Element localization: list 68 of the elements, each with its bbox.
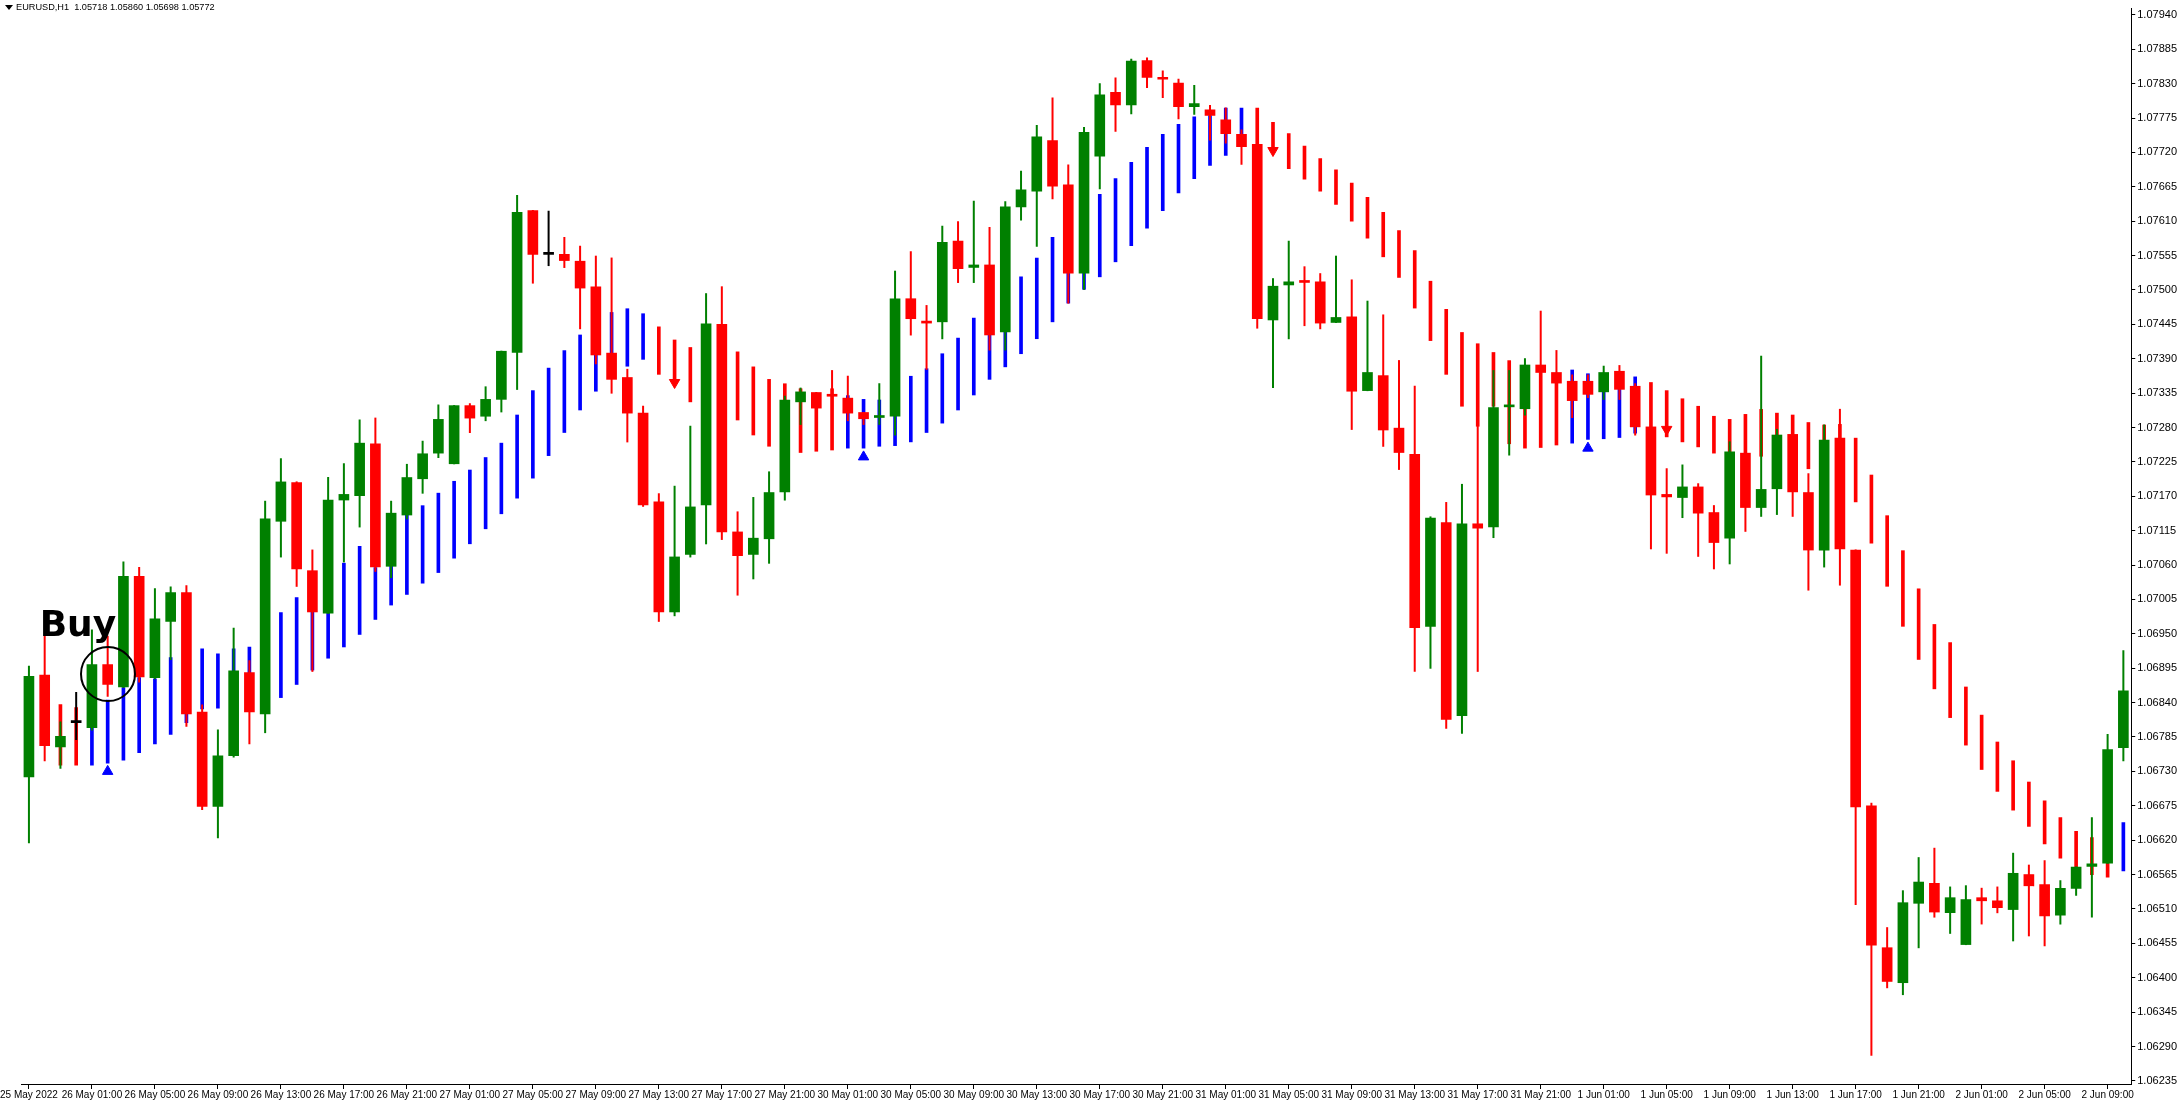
y-tick-label: 1.07170 <box>2137 489 2177 502</box>
y-tick-label: 1.06840 <box>2137 695 2177 708</box>
x-tick-label: 30 May 01:00 <box>817 1088 879 1100</box>
y-tick-label: 1.07390 <box>2137 351 2177 364</box>
x-tick-label: 27 May 01:00 <box>439 1088 501 1100</box>
x-tick-label: 30 May 17:00 <box>1069 1088 1131 1100</box>
y-tick-label: 1.07555 <box>2137 248 2177 261</box>
x-tick-label: 31 May 21:00 <box>1510 1088 1572 1100</box>
y-tick-label: 1.07005 <box>2137 592 2177 605</box>
y-tick-label: 1.07720 <box>2137 145 2177 158</box>
x-tick-label: 30 May 09:00 <box>943 1088 1005 1100</box>
y-tick-label: 1.06345 <box>2137 1005 2177 1018</box>
x-tick-label: 31 May 13:00 <box>1384 1088 1446 1100</box>
y-tick-label: 1.06290 <box>2137 1039 2177 1052</box>
x-tick-label: 2 Jun 01:00 <box>1955 1088 2009 1100</box>
y-tick-label: 1.07940 <box>2137 7 2177 20</box>
annotation: Buy <box>39 603 117 645</box>
x-tick-label: 26 May 09:00 <box>187 1088 249 1100</box>
x-tick-label: 1 Jun 01:00 <box>1577 1088 1631 1100</box>
y-tick-label: 1.06510 <box>2137 901 2177 914</box>
y-tick-label: 1.06565 <box>2137 867 2177 880</box>
x-tick-label: 31 May 09:00 <box>1321 1088 1383 1100</box>
y-tick-label: 1.06730 <box>2137 764 2177 777</box>
y-tick-label: 1.07775 <box>2137 111 2177 124</box>
y-tick-label: 1.07665 <box>2137 179 2177 192</box>
x-tick-label: 1 Jun 21:00 <box>1892 1088 1946 1100</box>
y-tick-label: 1.07500 <box>2137 282 2177 295</box>
x-tick-label: 1 Jun 05:00 <box>1640 1088 1694 1100</box>
y-tick-label: 1.06950 <box>2137 626 2177 639</box>
y-tick-label: 1.07610 <box>2137 214 2177 227</box>
x-tick-label: 1 Jun 17:00 <box>1829 1088 1883 1100</box>
x-tick-label: 26 May 21:00 <box>376 1088 438 1100</box>
x-tick-label: 27 May 09:00 <box>565 1088 627 1100</box>
x-tick-label: 27 May 21:00 <box>754 1088 816 1100</box>
y-tick-label: 1.06235 <box>2137 1073 2177 1086</box>
y-tick-label: 1.06455 <box>2137 936 2177 949</box>
x-tick-label: 27 May 13:00 <box>628 1088 690 1100</box>
x-tick-label: 27 May 05:00 <box>502 1088 564 1100</box>
x-tick-label: 26 May 05:00 <box>124 1088 186 1100</box>
y-tick-label: 1.07280 <box>2137 420 2177 433</box>
x-tick-label: 25 May 2022 <box>0 1088 59 1100</box>
y-tick-label: 1.06675 <box>2137 798 2177 811</box>
x-tick-label: 27 May 17:00 <box>691 1088 753 1100</box>
y-tick-label: 1.06620 <box>2137 833 2177 846</box>
x-tick-label: 30 May 21:00 <box>1132 1088 1194 1100</box>
y-tick-label: 1.07885 <box>2137 42 2177 55</box>
y-tick-label: 1.07225 <box>2137 454 2177 467</box>
x-tick-label: 30 May 05:00 <box>880 1088 942 1100</box>
y-tick-label: 1.07830 <box>2137 76 2177 89</box>
x-tick-label: 26 May 13:00 <box>250 1088 312 1100</box>
y-tick-label: 1.06400 <box>2137 970 2177 983</box>
y-tick-label: 1.07335 <box>2137 386 2177 399</box>
y-tick-label: 1.06895 <box>2137 661 2177 674</box>
x-tick-label: 26 May 17:00 <box>313 1088 375 1100</box>
y-tick-label: 1.07115 <box>2137 523 2177 536</box>
x-tick-label: 2 Jun 05:00 <box>2018 1088 2072 1100</box>
y-tick-label: 1.06785 <box>2137 730 2177 743</box>
x-tick-label: 1 Jun 13:00 <box>1766 1088 1820 1100</box>
x-tick-label: 1 Jun 09:00 <box>1703 1088 1757 1100</box>
x-tick-label: 26 May 01:00 <box>61 1088 123 1100</box>
x-tick-label: 31 May 01:00 <box>1195 1088 1257 1100</box>
x-tick-label: 31 May 05:00 <box>1258 1088 1320 1100</box>
x-tick-label: 31 May 17:00 <box>1447 1088 1509 1100</box>
chart-title: EURUSD,H1 1.05718 1.05860 1.05698 1.05772 <box>16 1 215 13</box>
x-tick-label: 30 May 13:00 <box>1006 1088 1068 1100</box>
y-tick-label: 1.07445 <box>2137 317 2177 330</box>
x-tick-label: 2 Jun 09:00 <box>2081 1088 2135 1100</box>
y-tick-label: 1.07060 <box>2137 558 2177 571</box>
